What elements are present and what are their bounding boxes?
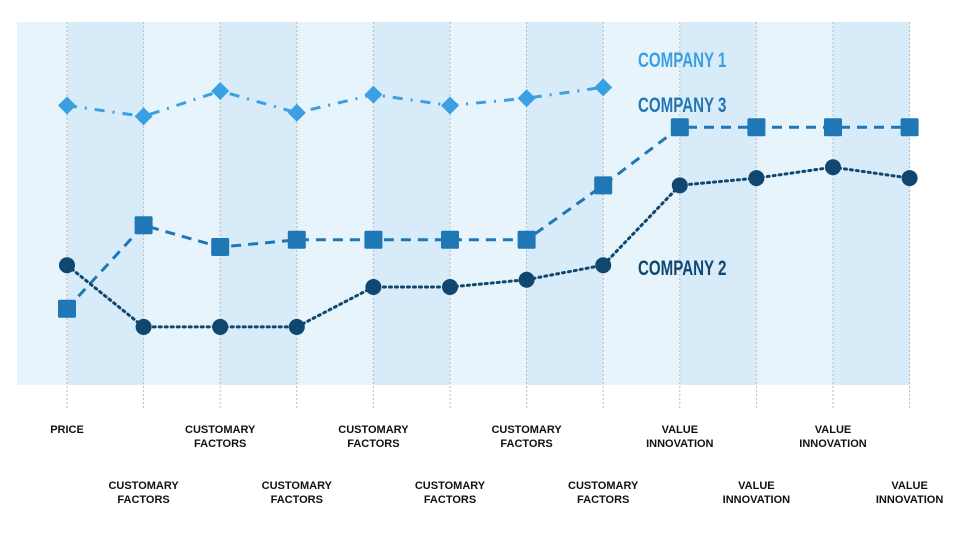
company-3-point [747,118,766,137]
company-1-point [58,96,76,115]
company-2-point [135,318,152,335]
x-tick-label: INNOVATION [723,494,790,506]
legend-label: COMPANY 2 [638,255,726,279]
background-band [833,22,910,385]
background-band [220,22,297,385]
company-1-point [517,89,536,108]
company-3-point [824,118,842,137]
company-2-point [595,257,612,274]
x-tick-label: FACTORS [424,494,476,506]
background-band [67,22,144,385]
company-3-point [900,118,919,137]
company-2-point [212,318,229,335]
company-2-point [518,271,535,288]
company-3-point [441,230,459,249]
x-tick-label: FACTORS [347,438,399,450]
company-2-point [901,170,918,187]
company-3-point [670,118,689,137]
x-tick-label: VALUE [891,480,927,492]
x-tick-label: CUSTOMARY [108,480,179,492]
company-1-point [287,103,306,122]
background-band [373,22,450,385]
company-3-point [287,230,306,249]
background-band [756,22,833,385]
x-tick-label: FACTORS [117,494,169,506]
x-tick-label: INNOVATION [646,438,713,450]
company-1-point [134,107,153,126]
company-3-point [134,216,153,235]
company-3-line [65,125,910,310]
x-tick-label: INNOVATION [799,438,866,450]
background-band [679,22,757,385]
x-tick-label: VALUE [815,424,851,436]
company-1-point [364,85,383,104]
x-tick-label: CUSTOMARY [338,424,409,436]
company-1-point [594,78,613,97]
x-tick-label: CUSTOMARY [262,480,333,492]
company-3-point [211,238,230,257]
x-tick-label: CUSTOMARY [185,424,256,436]
x-tick-label: FACTORS [500,438,552,450]
x-tick-label: FACTORS [577,494,629,506]
company-2-line [65,165,912,329]
x-tick-label: CUSTOMARY [491,424,562,436]
company-3-point [517,230,536,249]
company-3-point [594,176,613,195]
company-2-point [671,177,688,194]
x-tick-label: INNOVATION [876,494,943,506]
x-tick-label: CUSTOMARY [568,480,639,492]
company-1-point [211,81,230,100]
x-tick-label: VALUE [662,424,698,436]
company-2-point [365,278,382,295]
background-band [17,22,67,385]
company-1-line [66,85,604,118]
company-3-point [364,230,383,249]
background-band [526,22,604,385]
x-tick-label: FACTORS [271,494,323,506]
company-2-point [825,159,841,176]
company-3-point [58,299,76,318]
company-2-point [288,318,305,335]
company-2-point [748,170,765,187]
background-band [603,22,680,385]
legend-label: COMPANY 1 [638,47,726,71]
company-2-point [59,257,75,274]
x-tick-label: PRICE [50,424,84,436]
background-band [143,22,221,385]
company-2-point [442,278,458,295]
legend-label: COMPANY 3 [638,92,726,116]
company-1-point [441,96,459,115]
x-tick-label: CUSTOMARY [415,480,486,492]
background-band [296,22,374,385]
background-band [450,22,527,385]
x-tick-label: FACTORS [194,438,246,450]
x-tick-label: VALUE [738,480,774,492]
